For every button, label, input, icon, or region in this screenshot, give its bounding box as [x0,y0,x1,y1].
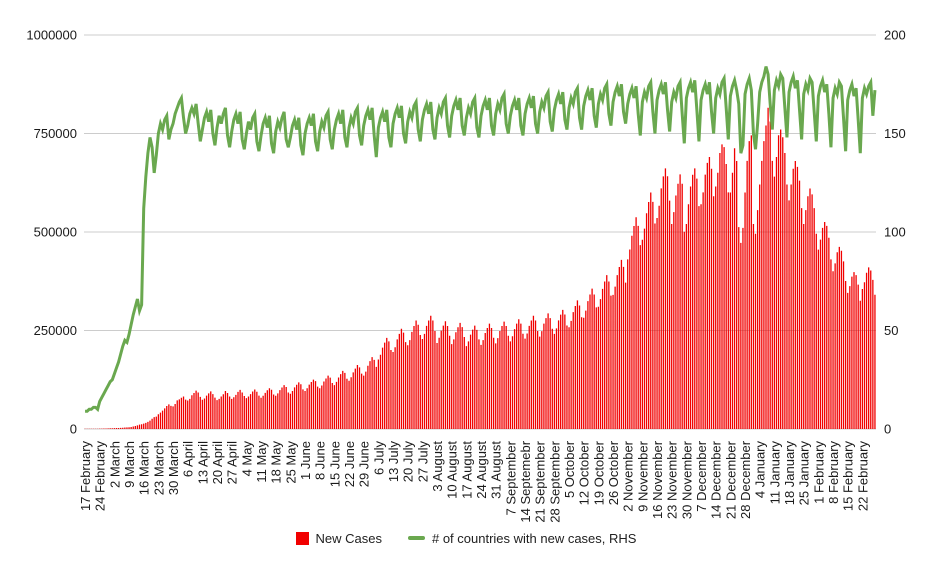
x-axis-tick-label: 20 July [401,440,416,482]
countries-line [85,66,877,413]
right-axis-tick-label: 0 [884,422,891,437]
x-axis-tick-label: 13 April [195,441,210,484]
legend-item-countries: # of countries with new cases, RHS [407,530,637,546]
x-axis-tick-label: 3 August [430,441,445,492]
x-axis-tick-label: 6 July [371,441,386,475]
x-axis-tick-label: 24 August [474,441,489,499]
x-axis-tick-label: 30 November [679,440,694,519]
x-axis-tick-label: 9 March [122,441,137,488]
x-axis-tick-label: 27 April [225,441,240,484]
x-axis-tick-label: 23 March [151,441,166,495]
x-axis-tick-label: 15 February [841,440,856,511]
left-axis-tick-label: 750000 [34,126,77,141]
x-axis-tick-label: 8 February [826,440,841,503]
x-axis-tick-label: 22 June [342,441,357,487]
x-axis-tick-label: 18 May [269,440,284,483]
x-axis-tick-label: 23 November [665,440,680,519]
left-axis-tick-label: 0 [70,422,77,437]
x-axis-tick-label: 22 February [855,441,870,512]
x-axis-tick-label: 26 October [606,440,621,505]
x-axis-tick-label: 10 August [445,441,460,499]
legend: New Cases # of countries with new cases,… [0,527,932,549]
x-axis-tick-label: 9 November [635,440,650,511]
x-axis-tick-label: 14 December [709,440,724,519]
x-axis-tick-label: 27 July [415,441,430,483]
x-axis-tick-label: 19 October [591,440,606,505]
x-axis-tick-label: 8 June [313,441,328,480]
x-axis-tick-label: 21 September [533,440,548,522]
right-axis-tick-label: 50 [884,323,898,338]
x-axis-tick-label: 2 March [107,441,122,488]
x-axis-tick-label: 17 February [78,440,93,511]
x-axis-tick-label: 18 January [782,440,797,505]
x-axis-tick-label: 11 January [767,441,782,505]
x-axis-tick-label: 16 November [650,440,665,519]
x-axis-tick-label: 7 December [694,440,709,511]
x-axis-tick-label: 25 May [283,441,298,484]
right-axis-tick-label: 100 [884,225,906,240]
legend-item-new-cases: New Cases [295,530,382,546]
left-axis-tick-label: 1000000 [26,28,77,43]
x-axis-tick-label: 7 September [503,440,518,515]
new-cases-bars [84,107,876,429]
x-axis-tick-label: 11 May [254,440,269,482]
x-axis-tick-label: 30 March [166,441,181,495]
legend-swatch-new-cases-icon [295,531,309,545]
legend-label-new-cases: New Cases [315,530,382,546]
x-axis-tick-label: 4 May [239,441,254,477]
x-axis-tick-label: 29 June [357,441,372,487]
x-axis-tick-label: 5 October [562,440,577,498]
x-axis-tick-label: 25 January [797,440,812,505]
x-axis-tick-label: 21 December [723,440,738,519]
legend-label-countries: # of countries with new cases, RHS [431,530,637,546]
x-axis-tick-label: 12 October [577,440,592,505]
x-axis-tick-label: 6 April [181,441,196,477]
x-axis-tick-label: 2 November [621,440,636,511]
x-axis-tick-label: 15 June [327,441,342,487]
x-axis-tick-label: 31 August [489,441,504,499]
left-axis-tick-label: 250000 [34,323,77,338]
x-axis-tick-label: 20 April [210,441,225,484]
x-axis-tick-label: 1 February [811,441,826,504]
x-axis-tick-label: 17 August [459,441,474,499]
legend-swatch-countries-icon [407,536,425,540]
left-axis-tick-label: 500000 [34,225,77,240]
x-axis-tick-label: 1 June [298,441,313,480]
x-axis-tick-label: 28 December [738,440,753,519]
x-axis-tick-label: 13 July [386,440,401,482]
right-axis-tick-label: 150 [884,126,906,141]
x-axis-tick-label: 24 February [93,440,108,511]
x-axis-tick-label: 28 September [547,440,562,522]
x-axis-tick-label: 16 March [137,441,152,495]
x-axis-tick-label: 14 Septemebr [518,440,533,522]
x-axis-tick-label: 4 January [753,440,768,498]
right-axis-tick-label: 200 [884,28,906,43]
